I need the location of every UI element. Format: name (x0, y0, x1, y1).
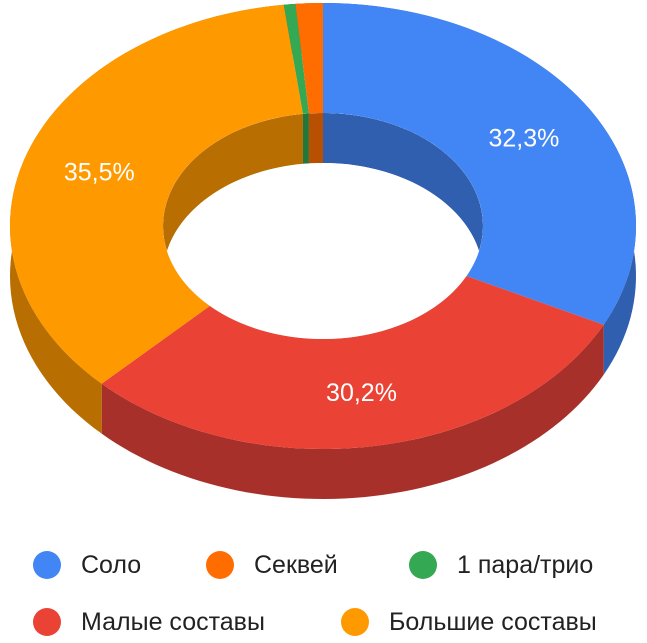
legend-label: Секвей (254, 550, 338, 579)
legend-item-1-пара-трио: 1 пара/трио (409, 545, 593, 585)
legend-item-секвей: Секвей (206, 545, 338, 585)
data-label-соло: 32,3% (488, 124, 559, 152)
legend-item-соло: Соло (33, 545, 141, 585)
slice-большие-составы (10, 4, 303, 384)
inner-wall-соло (323, 113, 483, 327)
inner-wall-секвей (308, 113, 323, 164)
legend-swatch (341, 608, 369, 636)
slice-соло (323, 3, 636, 325)
inner-wall-1-пара-трио (302, 113, 309, 164)
legend-label: 1 пара/трио (457, 550, 594, 579)
slice-секвей (295, 3, 323, 114)
data-label-малые-составы: 30,2% (326, 379, 397, 407)
legend-swatch (409, 551, 437, 579)
legend-label: Соло (81, 550, 142, 579)
legend-swatch (206, 551, 234, 579)
legend-swatch (33, 608, 61, 636)
slice-tops (10, 3, 636, 449)
legend-swatch (33, 551, 61, 579)
slice-малые-составы (101, 276, 604, 449)
legend-label: Малые составы (81, 607, 265, 636)
legend-label: Большие составы (389, 607, 597, 636)
donut-chart-svg: 32,3% 30,2% 35,5% (10, 3, 636, 499)
legend-item-большие-составы: Большие составы (341, 602, 597, 642)
hole (163, 113, 483, 339)
data-labels: 32,3% 30,2% 35,5% (64, 124, 559, 407)
outer-wall-малые-составы (101, 324, 604, 499)
slice-1-пара-трио (283, 3, 309, 114)
legend-item-малые-составы: Малые составы (33, 602, 265, 642)
data-label-большие-составы: 35,5% (64, 159, 135, 187)
chart-legend: Соло Секвей 1 пара/трио Малые составы Больши… (0, 540, 647, 640)
inner-wall-большие-составы (163, 113, 303, 339)
